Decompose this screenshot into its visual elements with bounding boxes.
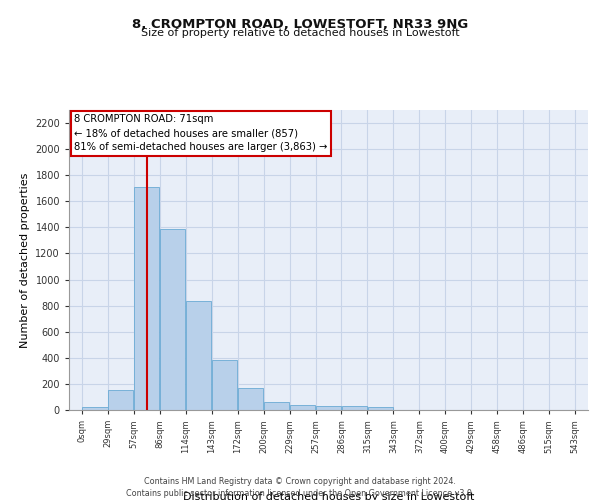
Bar xyxy=(368,408,393,410)
Bar xyxy=(342,406,367,410)
Bar xyxy=(186,301,211,410)
Bar xyxy=(82,408,107,410)
Text: 8 CROMPTON ROAD: 71sqm
← 18% of detached houses are smaller (857)
81% of semi-de: 8 CROMPTON ROAD: 71sqm ← 18% of detached… xyxy=(74,114,328,152)
Text: 8, CROMPTON ROAD, LOWESTOFT, NR33 9NG: 8, CROMPTON ROAD, LOWESTOFT, NR33 9NG xyxy=(132,18,468,30)
Bar xyxy=(238,388,263,410)
Bar xyxy=(290,406,315,410)
Text: Contains HM Land Registry data © Crown copyright and database right 2024.
Contai: Contains HM Land Registry data © Crown c… xyxy=(126,476,474,498)
Bar xyxy=(109,390,133,410)
Bar xyxy=(134,187,160,410)
Bar xyxy=(160,228,185,410)
Bar xyxy=(212,360,237,410)
X-axis label: Distribution of detached houses by size in Lowestoft: Distribution of detached houses by size … xyxy=(183,492,474,500)
Text: Size of property relative to detached houses in Lowestoft: Size of property relative to detached ho… xyxy=(140,28,460,38)
Bar xyxy=(264,402,289,410)
Y-axis label: Number of detached properties: Number of detached properties xyxy=(20,172,29,348)
Bar xyxy=(316,406,341,410)
